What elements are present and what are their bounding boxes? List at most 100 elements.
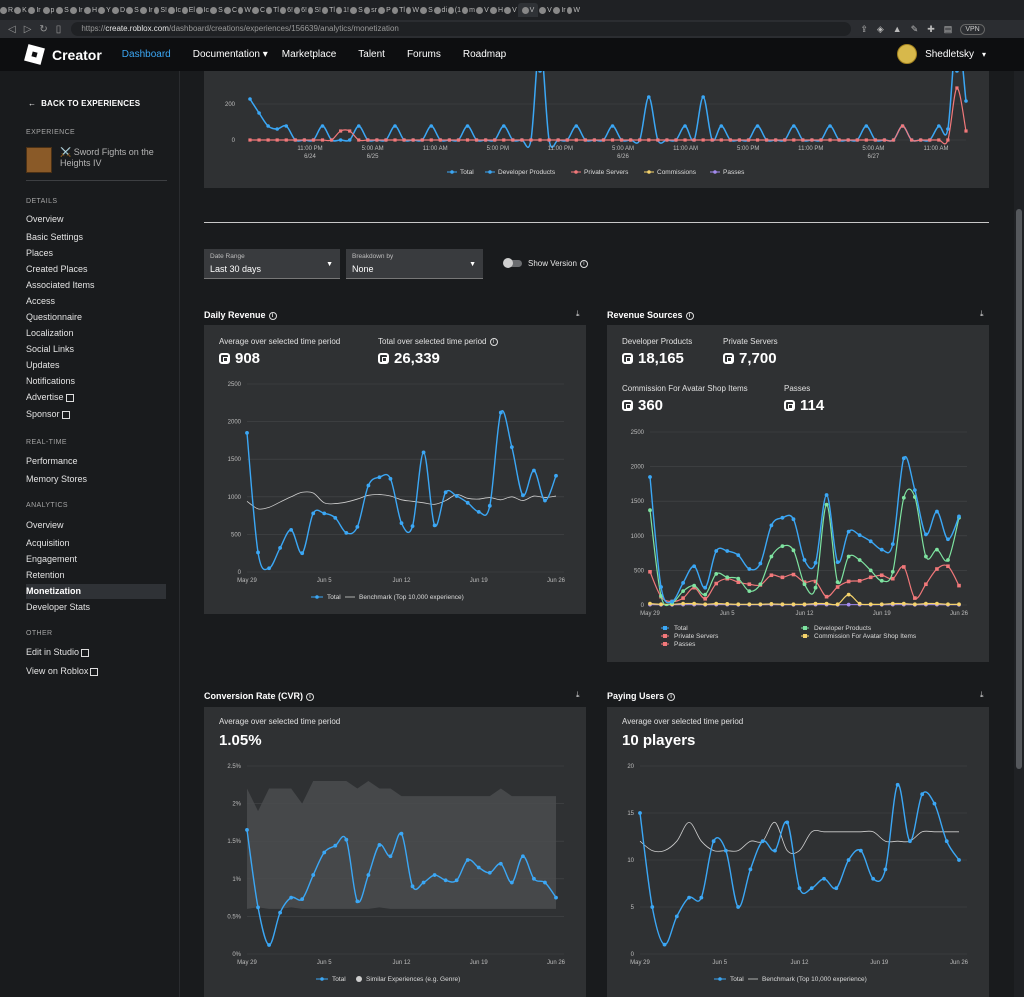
share-icon[interactable]: ⇪: [860, 23, 868, 34]
download-icon[interactable]: ⤓: [980, 309, 984, 318]
browser-tab[interactable]: P: [378, 3, 391, 17]
browser-tab[interactable]: C: [224, 3, 237, 17]
nav-talent[interactable]: Talent: [358, 49, 385, 60]
browser-tab[interactable]: S: [350, 3, 363, 17]
sidebar-item-created-places[interactable]: Created Places: [26, 262, 166, 277]
sidebar-item-basic-settings[interactable]: Basic Settings: [26, 230, 166, 245]
sidebar-item-localization[interactable]: Localization: [26, 326, 166, 341]
browser-tab[interactable]: S: [420, 3, 433, 17]
sidebar-item-associated-items[interactable]: Associated Items: [26, 278, 166, 293]
browser-tab[interactable]: R: [0, 3, 13, 17]
browser-tab[interactable]: Ir: [553, 3, 566, 17]
nav-roadmap[interactable]: Roadmap: [462, 49, 507, 60]
brand-name[interactable]: Creator: [52, 46, 102, 63]
browser-tab[interactable]: Ir: [28, 3, 41, 17]
rewards-icon[interactable]: ▲: [892, 24, 902, 34]
browser-tab[interactable]: 6!: [294, 3, 307, 17]
browser-tab[interactable]: W: [406, 3, 419, 17]
sidebar-item-updates[interactable]: Updates: [26, 358, 166, 373]
browser-tab[interactable]: p: [42, 3, 55, 17]
browser-tab[interactable]: Tl: [392, 3, 405, 17]
info-icon[interactable]: i: [268, 311, 277, 320]
sidebar-item-acquisition[interactable]: Acquisition: [26, 536, 166, 551]
info-icon[interactable]: i: [685, 311, 694, 320]
info-icon[interactable]: i: [667, 692, 676, 701]
info-icon[interactable]: i: [306, 692, 315, 701]
browser-tab[interactable]: W: [567, 3, 580, 17]
sidebar-item-memory-stores[interactable]: Memory Stores: [26, 472, 166, 487]
sidebar-item-places[interactable]: Places: [26, 246, 166, 261]
scrollbar-thumb[interactable]: [1016, 209, 1022, 769]
brave-shield-icon[interactable]: ◈: [876, 23, 884, 34]
nav-forums[interactable]: Forums: [406, 49, 441, 60]
nav-dashboard[interactable]: Dashboard: [121, 49, 171, 60]
browser-tab[interactable]: El: [182, 3, 195, 17]
download-icon[interactable]: ⤓: [980, 690, 984, 699]
sidebar-item-social-links[interactable]: Social Links: [26, 342, 166, 357]
sidebar-item-developer-stats[interactable]: Developer Stats: [26, 600, 166, 615]
date-range-select[interactable]: Date Range Last 30 days ▼: [204, 249, 340, 279]
browser-tab[interactable]: di: [434, 3, 447, 17]
browser-tab[interactable]: Tl: [322, 3, 335, 17]
extension-icon[interactable]: ✎: [910, 23, 919, 34]
address-field[interactable]: https://create.roblox.com/dashboard/crea…: [71, 22, 852, 36]
back-icon[interactable]: ◁: [8, 23, 16, 35]
browser-tab[interactable]: S!: [308, 3, 321, 17]
browser-tab[interactable]: 6!: [280, 3, 293, 17]
browser-tab[interactable]: H: [84, 3, 97, 17]
browser-tab[interactable]: sr: [364, 3, 377, 17]
sidebar-item-performance[interactable]: Performance: [26, 454, 166, 469]
breakdown-select[interactable]: Breakdown by None ▼: [346, 249, 483, 279]
browser-tab[interactable]: V: [476, 3, 489, 17]
browser-tab[interactable]: H: [490, 3, 503, 17]
browser-tab[interactable]: Tl: [266, 3, 279, 17]
info-icon[interactable]: i: [489, 337, 498, 346]
back-to-experiences-link[interactable]: ← BACK TO EXPERIENCES: [28, 99, 141, 108]
sidebar-item-access[interactable]: Access: [26, 294, 166, 309]
info-icon[interactable]: i: [579, 259, 588, 268]
browser-tab[interactable]: 1!: [336, 3, 349, 17]
sidebar-item-overview[interactable]: Overview: [26, 212, 166, 227]
browser-tab[interactable]: D: [112, 3, 125, 17]
experience-name[interactable]: ⚔️ Sword Fights on the Heights IV: [60, 147, 154, 168]
sidebar-item-monetization[interactable]: Monetization: [26, 584, 166, 599]
sidebar-item-view-on-roblox[interactable]: View on Roblox: [26, 664, 166, 679]
download-icon[interactable]: ⤓: [576, 690, 580, 699]
browser-tab[interactable]: Ir: [140, 3, 153, 17]
browser-tab[interactable]: Ic: [168, 3, 181, 17]
nav-marketplace[interactable]: Marketplace: [281, 49, 337, 60]
vpn-button[interactable]: VPN: [960, 23, 985, 35]
sidebar-item-questionnaire[interactable]: Questionnaire: [26, 310, 166, 325]
reload-icon[interactable]: ↻: [39, 23, 48, 35]
sidebar-item-overview[interactable]: Overview: [26, 518, 166, 533]
browser-tab[interactable]: S: [210, 3, 223, 17]
browser-tab[interactable]: m: [462, 3, 475, 17]
browser-tab[interactable]: Ir: [70, 3, 83, 17]
browser-tab[interactable]: V: [518, 3, 538, 17]
sidebar-item-sponsor[interactable]: Sponsor: [26, 407, 166, 422]
page-scrollbar[interactable]: [1014, 71, 1024, 997]
browser-tab[interactable]: K: [14, 3, 27, 17]
roblox-logo-icon[interactable]: [24, 44, 45, 65]
wallet-icon[interactable]: ▤: [943, 23, 953, 34]
user-menu[interactable]: Shedletsky ▾: [897, 44, 986, 64]
browser-tab[interactable]: S!: [154, 3, 167, 17]
puzzle-icon[interactable]: ✚: [927, 23, 935, 34]
download-icon[interactable]: ⤓: [576, 309, 580, 318]
nav-documentation[interactable]: Documentation ▾: [192, 49, 268, 60]
browser-tab[interactable]: S: [126, 3, 139, 17]
browser-tab[interactable]: V: [504, 3, 517, 17]
browser-tab[interactable]: Ic: [196, 3, 209, 17]
bookmark-icon[interactable]: ▯: [55, 23, 62, 35]
sidebar-item-engagement[interactable]: Engagement: [26, 552, 166, 567]
browser-tab[interactable]: S: [56, 3, 69, 17]
forward-icon[interactable]: ▷: [23, 23, 32, 35]
show-version-toggle[interactable]: [503, 258, 522, 268]
sidebar-item-advertise[interactable]: Advertise: [26, 390, 166, 405]
browser-tab[interactable]: C: [252, 3, 265, 17]
browser-tab[interactable]: (1: [448, 3, 461, 17]
browser-tab[interactable]: W: [238, 3, 251, 17]
sidebar-item-notifications[interactable]: Notifications: [26, 374, 166, 389]
sidebar-item-edit-in-studio[interactable]: Edit in Studio: [26, 645, 166, 660]
browser-tab[interactable]: Y: [98, 3, 111, 17]
